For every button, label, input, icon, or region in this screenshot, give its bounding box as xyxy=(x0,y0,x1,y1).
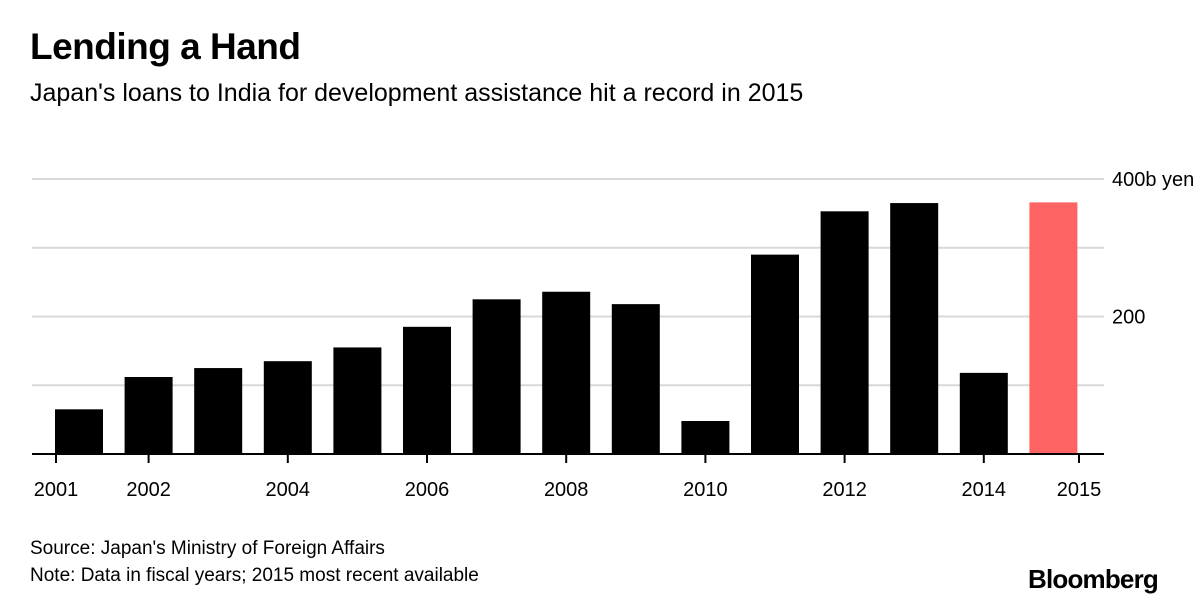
x-tick-label-2006: 2006 xyxy=(405,479,450,501)
x-tick-label-2012: 2012 xyxy=(822,479,867,501)
x-tick-label-2008: 2008 xyxy=(544,479,589,501)
bar-2009 xyxy=(611,304,660,454)
bar-2013 xyxy=(890,203,939,454)
bar-2007 xyxy=(472,299,521,454)
x-tick-label-2015: 2015 xyxy=(1057,479,1102,501)
bar-2002 xyxy=(124,377,173,454)
x-tick-label-2004: 2004 xyxy=(266,479,311,501)
bar-2015 xyxy=(1029,202,1078,454)
bar-2010 xyxy=(681,421,730,454)
bar-2005 xyxy=(333,347,382,454)
x-tick-label-2001: 2001 xyxy=(34,479,79,501)
x-tick-label-2010: 2010 xyxy=(683,479,728,501)
chart-title: Lending a Hand xyxy=(30,26,301,67)
x-axis: 2001 2002 2004 2006 2008 2010 2012 2014 2015 xyxy=(32,453,1104,501)
bar-2003 xyxy=(194,368,243,454)
bar-2001 xyxy=(55,409,103,454)
data-note: Note: Data in fiscal years; 2015 most re… xyxy=(30,565,479,586)
bars xyxy=(55,202,1078,454)
bloomberg-logo: Bloomberg xyxy=(1027,564,1159,594)
bar-2004 xyxy=(263,361,312,454)
bar-2014 xyxy=(959,372,1008,454)
bar-2008 xyxy=(542,291,591,454)
bar-2011 xyxy=(751,254,799,454)
bar-2006 xyxy=(403,326,451,454)
chart-subtitle: Japan's loans to India for development a… xyxy=(30,79,804,107)
x-tick-label-2014: 2014 xyxy=(962,479,1007,501)
y-axis-labels: 400b yen 200 xyxy=(1112,169,1194,329)
source-note: Source: Japan's Ministry of Foreign Affa… xyxy=(30,538,385,559)
y-tick-label-200: 200 xyxy=(1112,307,1145,329)
x-tick-label-2002: 2002 xyxy=(126,479,171,501)
bar-2012 xyxy=(820,211,869,454)
y-tick-label-400: 400b yen xyxy=(1112,169,1194,191)
